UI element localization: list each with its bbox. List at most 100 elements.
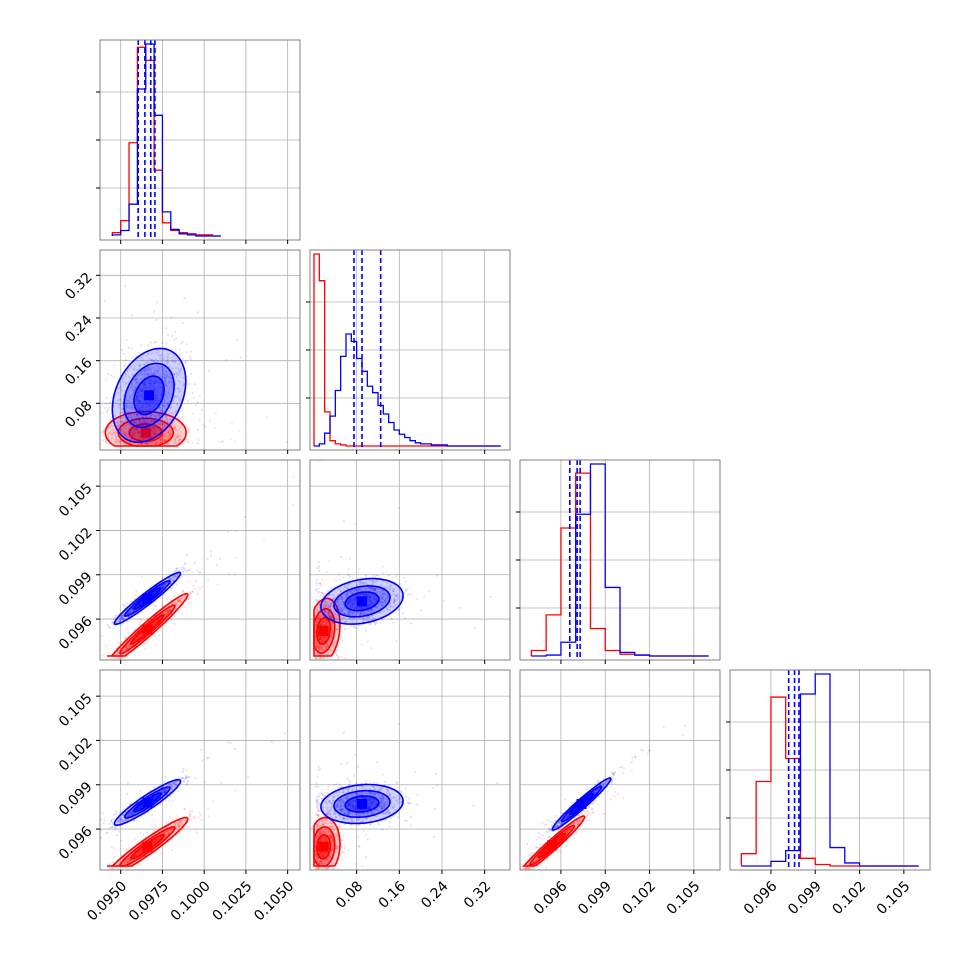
scatter-point (166, 610, 169, 613)
scatter-point (177, 429, 180, 432)
scatter-point (208, 369, 211, 372)
scatter-point (112, 431, 115, 434)
scatter-point (141, 442, 144, 445)
scatter-point (177, 441, 180, 444)
scatter-point (182, 590, 185, 593)
scatter-point (138, 364, 141, 368)
scatter-point (130, 405, 134, 409)
scatter-point (125, 646, 128, 650)
scatter-point (315, 626, 319, 629)
scatter-point (138, 408, 141, 412)
scatter-point (162, 439, 165, 442)
scatter-point (177, 599, 180, 602)
scatter-point (155, 394, 159, 397)
scatter-point (135, 402, 138, 405)
scatter-point (156, 359, 160, 363)
scatter-point (136, 381, 139, 385)
scatter-point (148, 385, 151, 388)
scatter-point (322, 678, 324, 680)
scatter-point (319, 647, 322, 650)
scatter-point (155, 429, 158, 432)
scatter-point (319, 594, 323, 597)
scatter-point (317, 587, 321, 590)
scatter-point (121, 411, 124, 415)
scatter-point (164, 430, 167, 433)
scatter-point (161, 436, 164, 440)
scatter-point (137, 419, 140, 422)
scatter-point (160, 585, 163, 588)
scatter-point (163, 382, 167, 386)
scatter-point (152, 622, 155, 625)
scatter-point (143, 411, 146, 414)
scatter-point (161, 427, 165, 430)
scatter-point (145, 372, 148, 375)
scatter-point (119, 656, 123, 660)
scatter-point (148, 368, 151, 371)
scatter-point (163, 434, 166, 438)
scatter-point (145, 414, 148, 418)
scatter-point (137, 408, 140, 411)
scatter-point (151, 414, 154, 417)
scatter-point (180, 367, 183, 371)
scatter-point (172, 411, 175, 414)
scatter-point (153, 381, 156, 385)
scatter-point (153, 341, 156, 344)
scatter-point (154, 440, 157, 443)
scatter-point (127, 415, 130, 418)
scatter-point (178, 439, 181, 442)
scatter-point (111, 432, 114, 436)
scatter-point (360, 643, 363, 646)
scatter-point (155, 620, 158, 623)
scatter-point (125, 647, 128, 650)
scatter-point (127, 404, 130, 407)
scatter-point (125, 645, 128, 648)
scatter-point (141, 415, 145, 418)
scatter-point (139, 401, 142, 404)
scatter-point (170, 359, 173, 362)
scatter-point (141, 395, 144, 398)
scatter-point (173, 373, 176, 376)
scatter-point (110, 660, 112, 662)
scatter-point (153, 426, 156, 429)
scatter-point (139, 364, 142, 367)
scatter-point (135, 393, 138, 396)
scatter-point (177, 439, 180, 442)
scatter-point (122, 617, 125, 620)
scatter-point (316, 646, 319, 649)
scatter-point (146, 421, 149, 424)
scatter-point (135, 398, 138, 402)
scatter-point (181, 591, 184, 594)
scatter-point (139, 400, 142, 403)
scatter-point (132, 427, 135, 430)
scatter-point (154, 377, 158, 380)
scatter-point (173, 426, 176, 429)
scatter-point (136, 377, 139, 380)
scatter-point (177, 599, 180, 602)
scatter-point (132, 421, 135, 424)
scatter-point (126, 647, 129, 650)
scatter-point (106, 662, 108, 664)
scatter-point (145, 361, 149, 364)
scatter-point (159, 438, 162, 442)
scatter-point (150, 441, 153, 444)
scatter-point (186, 553, 189, 556)
scatter-point (125, 423, 128, 426)
scatter-point (120, 616, 124, 620)
scatter-point (175, 375, 178, 378)
scatter-point (118, 620, 122, 623)
scatter-point (143, 442, 146, 446)
scatter-point (154, 441, 157, 444)
scatter-point (395, 575, 398, 578)
scatter-point (349, 575, 352, 578)
scatter-point (178, 599, 182, 603)
scatter-point (154, 643, 157, 646)
density-peak-red (318, 625, 329, 636)
scatter-point (89, 681, 91, 683)
scatter-point (150, 359, 154, 362)
scatter-point (142, 362, 146, 366)
scatter-point (133, 416, 136, 419)
scatter-point (146, 372, 149, 375)
scatter-point (178, 600, 181, 603)
scatter-point (133, 430, 136, 433)
scatter-point (137, 401, 140, 405)
